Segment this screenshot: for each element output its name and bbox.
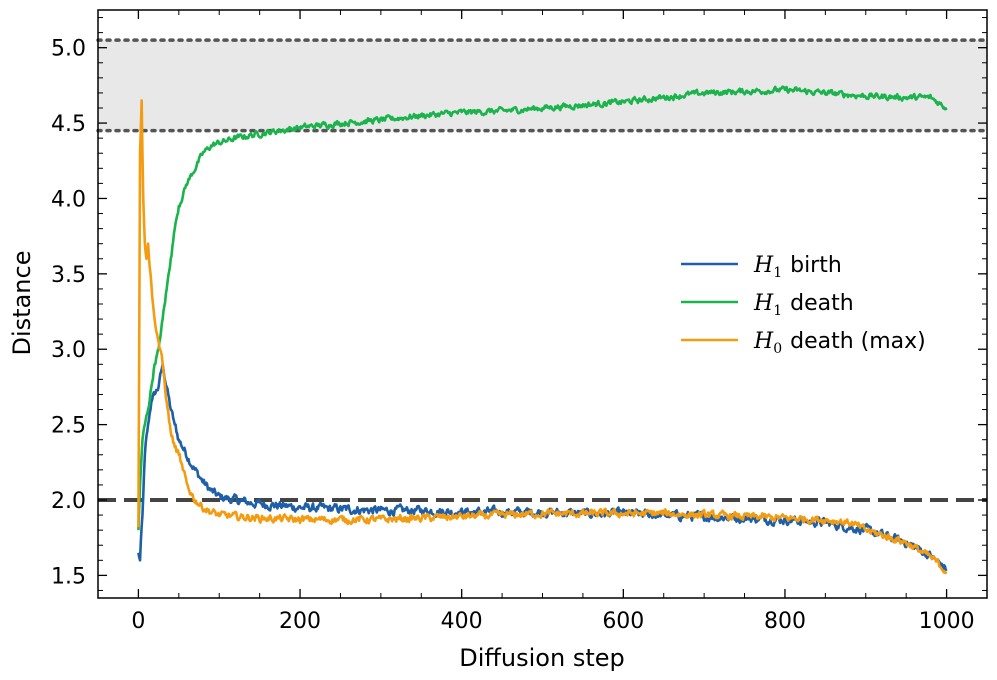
legend-subscript: 1 [773, 265, 782, 281]
legend-text: death [790, 291, 854, 316]
legend-symbol: H [753, 329, 774, 354]
legend-symbol: H [753, 253, 774, 278]
legend-label-0: H1 birth [753, 253, 842, 281]
y-tick-label: 4.0 [51, 187, 86, 212]
x-tick-label: 200 [279, 609, 321, 634]
series-line-2 [137, 99, 948, 575]
y-tick-label: 4.5 [51, 112, 86, 137]
legend-text: birth [790, 253, 842, 278]
series-line-1 [137, 85, 948, 531]
x-tick-label: 400 [441, 609, 483, 634]
y-axis-title: Distance [8, 251, 36, 356]
x-axis-title: Diffusion step [459, 644, 625, 672]
y-tick-label: 3.0 [51, 338, 86, 363]
legend-symbol: H [753, 291, 774, 316]
legend-label-2: H0 death (max) [753, 329, 926, 357]
y-tick-label: 5.0 [51, 37, 86, 62]
y-tick-label: 2.0 [51, 489, 86, 514]
y-tick-label: 2.5 [51, 414, 86, 439]
x-tick-label: 800 [764, 609, 806, 634]
legend-subscript: 1 [773, 303, 782, 319]
y-tick-label: 3.5 [51, 263, 86, 288]
x-tick-label: 600 [602, 609, 644, 634]
series-group [137, 85, 948, 575]
axes: 0 200 400 600 800 1000 1.5 2.0 2.5 3.0 3.5 4.0 4.5 5.… [51, 9, 988, 634]
x-tick-label: 0 [131, 609, 145, 634]
shaded-band [98, 40, 987, 131]
legend-subscript: 0 [773, 341, 782, 357]
legend-text: death (max) [790, 329, 926, 354]
plot-area [96, 38, 989, 575]
y-tick-label: 1.5 [51, 564, 86, 589]
x-tick-label: 1000 [919, 609, 975, 634]
series-line-0 [137, 363, 948, 572]
legend-label-1: H1 death [753, 291, 854, 319]
